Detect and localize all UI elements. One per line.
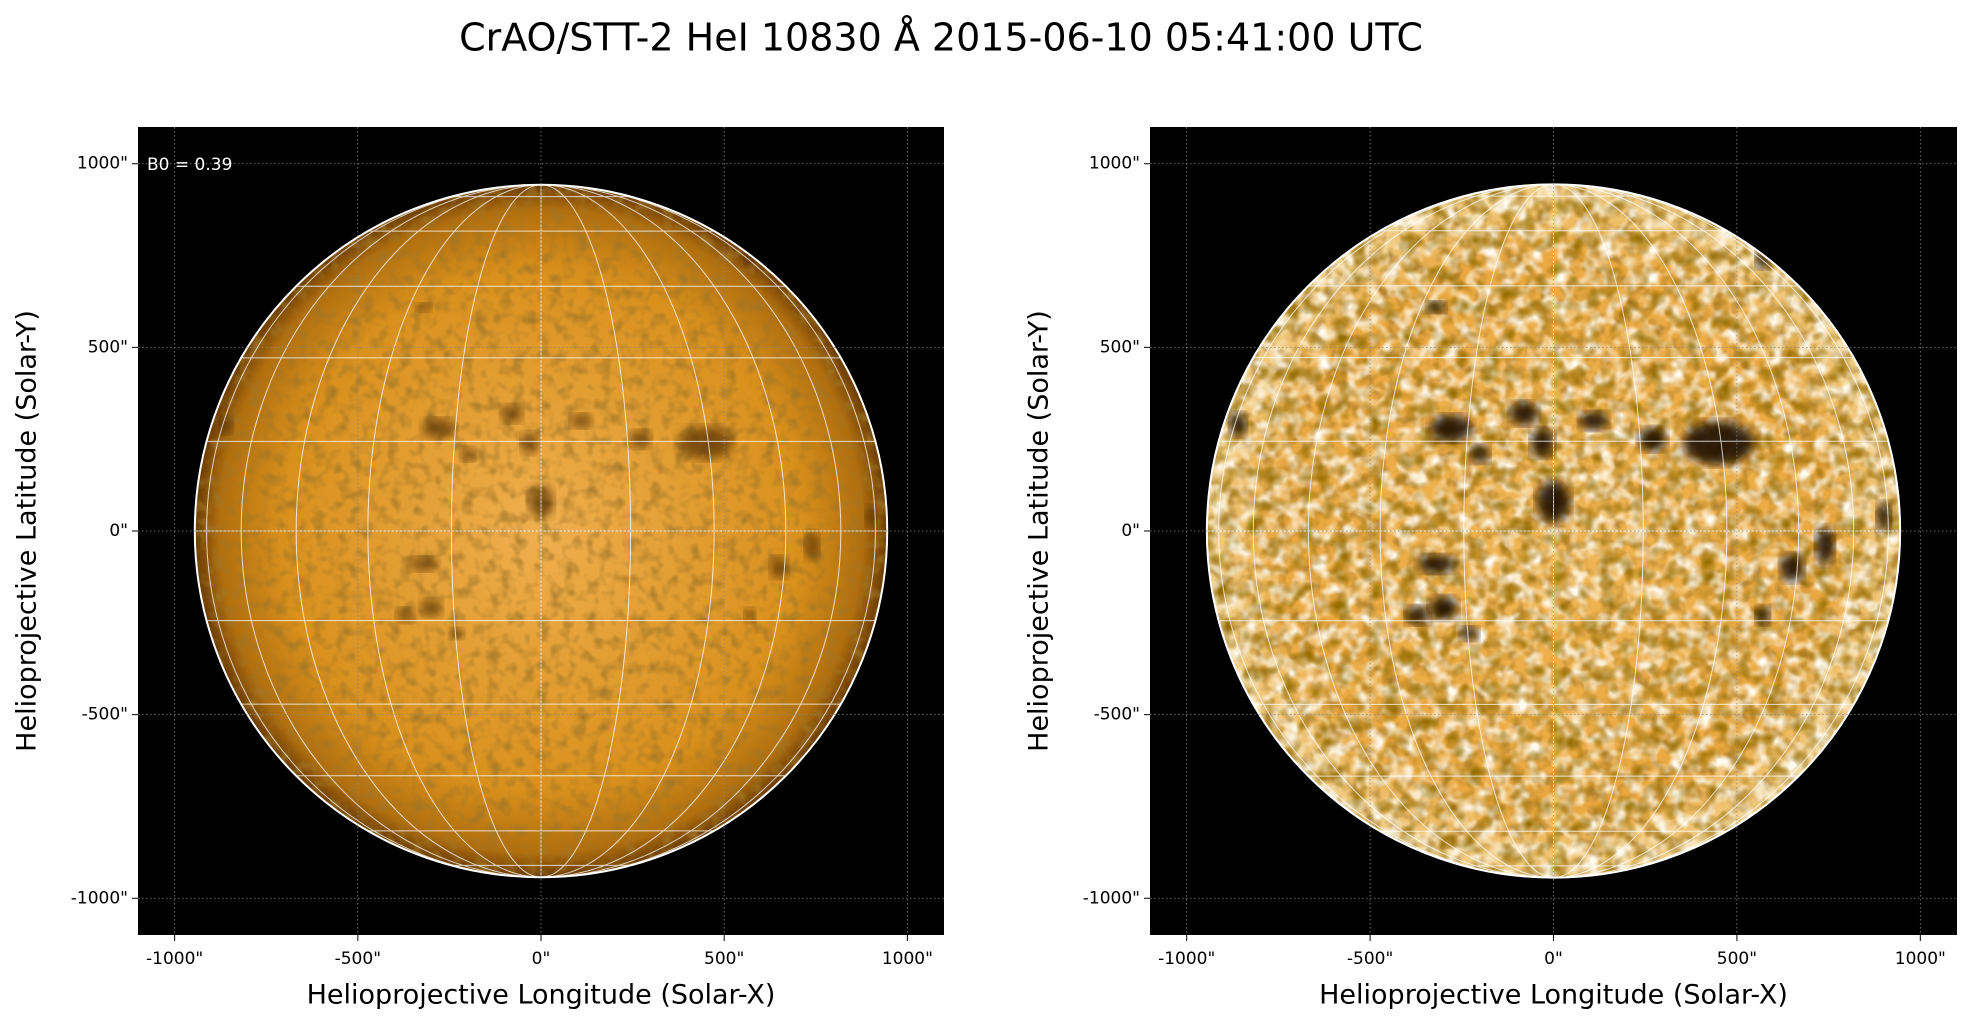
- filament: [1638, 427, 1667, 452]
- x-tick-label: 1000": [1895, 949, 1946, 969]
- filament: [421, 418, 455, 439]
- meridian-line: [367, 184, 542, 878]
- y-tick-label: 0": [1121, 521, 1140, 541]
- y-tick-label: 500": [88, 337, 128, 357]
- filament: [628, 430, 651, 449]
- y-axis-label: Helioprojective Latitude (Solar-Y): [12, 310, 43, 752]
- meridian-line: [1379, 184, 1554, 878]
- filament: [1579, 411, 1609, 431]
- filament: [678, 426, 734, 460]
- filament: [1815, 526, 1835, 565]
- filament: [1459, 626, 1479, 641]
- x-axis-label: Helioprojective Longitude (Solar-X): [307, 980, 776, 1011]
- filament: [1429, 596, 1458, 620]
- meridian-line: [540, 184, 842, 878]
- filament: [520, 432, 540, 455]
- x-tick-label: 500": [1717, 949, 1757, 969]
- filament: [804, 531, 820, 561]
- filament: [1426, 301, 1446, 313]
- filament: [1780, 553, 1804, 582]
- y-tick-label: -500": [82, 705, 128, 725]
- meridian-line: [240, 184, 542, 878]
- x-tick-label: 1000": [882, 949, 933, 969]
- x-tick-label: -500": [335, 949, 381, 969]
- x-tick-label: 0": [1544, 949, 1563, 969]
- filament: [416, 303, 432, 312]
- figure-title: CrAO/STT-2 HeI 10830 Å 2015-06-10 05:41:…: [459, 16, 1423, 60]
- meridian-line: [1553, 184, 1855, 878]
- filament: [865, 505, 877, 528]
- filament: [769, 556, 789, 579]
- filament: [219, 415, 233, 434]
- x-tick-label: -1000": [1158, 949, 1215, 969]
- filament: [409, 556, 439, 572]
- meridian-line: [540, 184, 787, 878]
- meridian-line: [1553, 184, 1889, 878]
- y-tick-label: 1000": [1089, 154, 1140, 174]
- annotation: B0 = 0.39: [147, 155, 232, 175]
- filament: [1470, 444, 1490, 464]
- x-tick-label: -500": [1347, 949, 1393, 969]
- meridian-line: [1307, 184, 1554, 878]
- y-tick-label: 1000": [77, 154, 128, 174]
- x-tick-label: -1000": [146, 949, 203, 969]
- filament: [570, 413, 593, 429]
- y-tick-label: 0": [109, 521, 128, 541]
- y-tick-label: -1000": [1083, 888, 1140, 908]
- filament: [1417, 554, 1456, 574]
- x-tick-label: 0": [532, 949, 551, 969]
- filament: [1229, 412, 1247, 437]
- filament: [1755, 605, 1770, 625]
- y-tick-label: -1000": [71, 888, 128, 908]
- filament: [460, 446, 476, 462]
- filament: [420, 598, 443, 618]
- axes: -1000" -500" 0" 500" 1000" -1000" -500" 0" 500" 1…: [12, 127, 944, 1011]
- x-tick-label: 500": [704, 949, 744, 969]
- meridian-line: [1463, 184, 1554, 878]
- y-axis-label: Helioprojective Latitude (Solar-Y): [1024, 310, 1055, 752]
- filament: [1405, 605, 1430, 625]
- y-tick-label: 500": [1100, 337, 1140, 357]
- filament: [1530, 428, 1555, 458]
- axes: -1000" -500" 0" 500" 1000" -1000" -500" 0" 500" 1…: [1024, 127, 1957, 1011]
- filament: [1682, 421, 1755, 465]
- meridian-line: [1252, 184, 1554, 878]
- filament: [396, 607, 415, 623]
- filament: [449, 628, 465, 640]
- filament: [1429, 414, 1473, 442]
- meridian-line: [295, 184, 542, 878]
- filament: [744, 607, 756, 623]
- x-axis-label: Helioprojective Longitude (Solar-X): [1319, 980, 1788, 1011]
- y-tick-label: -500": [1094, 705, 1140, 725]
- filament: [1509, 401, 1539, 426]
- filament: [500, 404, 523, 423]
